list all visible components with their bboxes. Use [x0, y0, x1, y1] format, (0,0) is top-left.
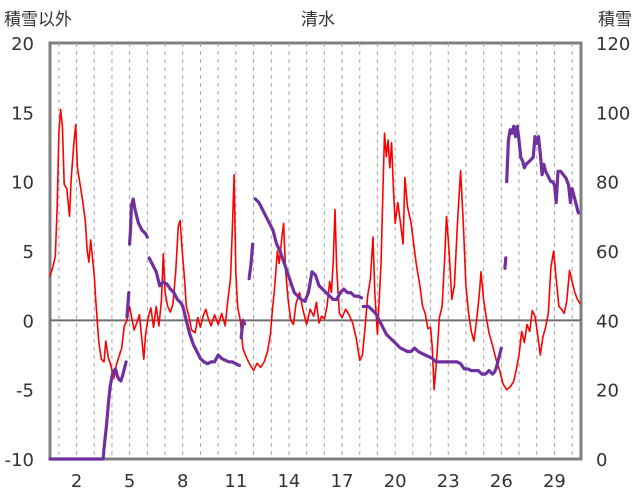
x-tick-label: 8 — [177, 471, 188, 492]
x-tick-label: 29 — [543, 471, 566, 492]
left-tick-label: 0 — [23, 311, 34, 332]
snow-depth-series-segment — [239, 318, 247, 340]
x-tick-label: 14 — [277, 471, 300, 492]
chart-title: 清水 — [301, 10, 335, 30]
left-axis-ticks: 20 15 10 5 0 -5 -10 — [5, 34, 34, 471]
snow-depth-series-segment — [361, 304, 503, 376]
x-tick-label: 5 — [124, 471, 135, 492]
x-tick-label: 17 — [331, 471, 354, 492]
snow-depth-series-segment — [125, 291, 131, 319]
x-tick-label: 23 — [437, 471, 460, 492]
right-tick-label: 80 — [596, 173, 619, 194]
x-axis-ticks: 2 5 8 11 14 17 20 23 26 29 — [71, 471, 566, 492]
left-tick-label: 10 — [11, 173, 34, 194]
right-axis-ticks: 120 100 80 60 40 20 0 — [596, 34, 630, 471]
right-tick-label: 0 — [596, 450, 607, 471]
snow-depth-series-segment — [147, 256, 241, 367]
left-tick-label: -10 — [5, 450, 34, 471]
snow-depth-series-segment — [503, 256, 508, 270]
x-tick-label: 26 — [490, 471, 513, 492]
right-tick-label: 100 — [596, 103, 630, 124]
left-axis-label: 積雪以外 — [4, 10, 72, 30]
right-tick-label: 40 — [596, 311, 619, 332]
left-tick-label: 15 — [11, 103, 34, 124]
right-tick-label: 60 — [596, 242, 619, 263]
snow-depth-series-segment — [128, 197, 149, 246]
plot-area — [48, 41, 583, 461]
snow-depth-series-segment — [253, 197, 364, 303]
right-axis-label: 積雪 — [598, 10, 632, 30]
snow-depth-series-segment — [247, 242, 255, 281]
x-tick-label: 11 — [224, 471, 247, 492]
series-layer — [48, 108, 581, 461]
left-tick-label: 5 — [23, 242, 34, 263]
snow-depth-series-segment — [505, 124, 580, 215]
x-tick-label: 2 — [71, 471, 82, 492]
right-tick-label: 120 — [596, 34, 630, 55]
right-tick-label: 20 — [596, 381, 619, 402]
x-tick-label: 20 — [384, 471, 407, 492]
snow-depth-series-segment — [48, 360, 128, 461]
left-tick-label: -5 — [16, 381, 34, 402]
left-tick-label: 20 — [11, 34, 34, 55]
